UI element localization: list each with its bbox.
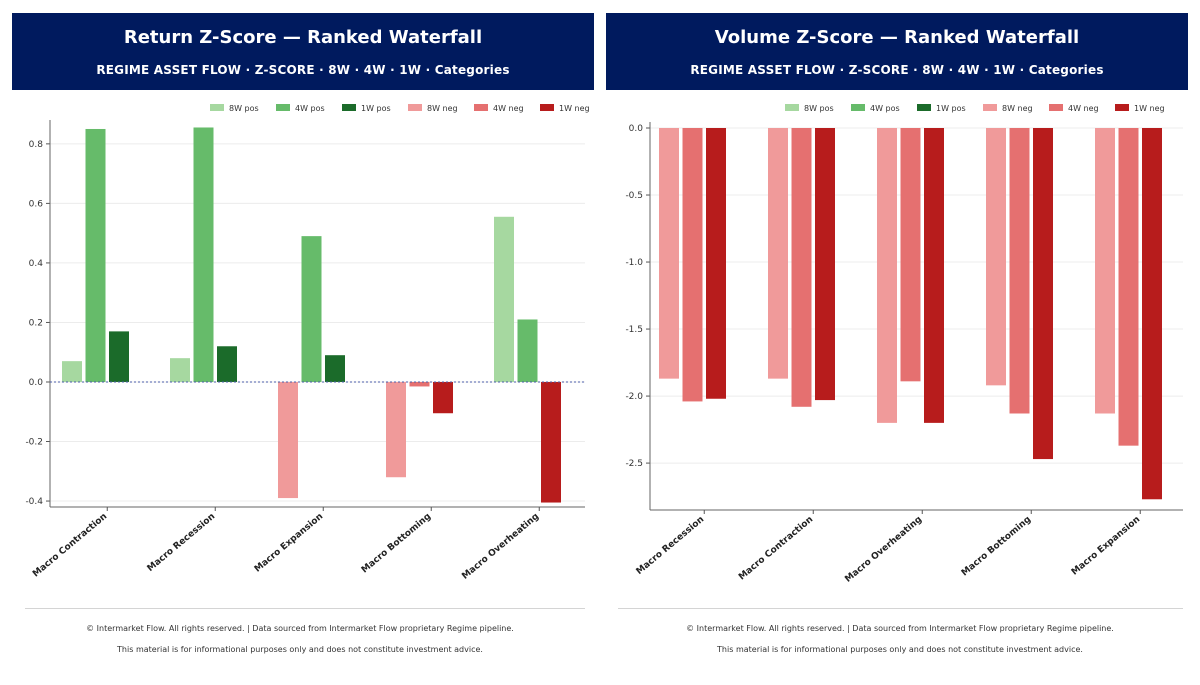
bar-8w-macro-expansion	[278, 381, 298, 499]
legend-label: 4W neg	[493, 104, 524, 113]
legend-label: 8W pos	[804, 104, 834, 113]
legend-label: 8W neg	[427, 104, 458, 113]
bar-4w-macro-contraction	[85, 128, 106, 382]
disclaimer-text: This material is for informational purpo…	[717, 645, 1083, 654]
y-tick-label: -0.4	[25, 497, 43, 507]
chart-subtitle: REGIME ASSET FLOW · Z-SCORE · 8W · 4W · …	[690, 63, 1104, 77]
y-tick-label: 0.0	[629, 124, 644, 134]
bar-4w-macro-recession	[193, 127, 214, 382]
legend-swatch	[210, 104, 224, 111]
volume-zscore-svg: 8W pos 4W pos 1W pos 8W neg 4W neg 1W neg 0.0 -…	[625, 104, 1183, 585]
legend-label: 1W neg	[559, 104, 590, 113]
x-tick-label: Macro Bottoming	[360, 512, 433, 576]
bar-1w-macro-expansion	[1142, 128, 1162, 500]
bar-4w-macro-overheating	[517, 319, 538, 382]
x-tick-label: Macro Contraction	[737, 515, 815, 583]
bar-4w-macro-expansion	[301, 236, 322, 382]
bar-4w-macro-bottoming	[409, 381, 430, 387]
y-tick-label: 0.2	[29, 318, 43, 328]
legend-label: 4W neg	[1068, 104, 1099, 113]
x-tick-label: Macro Overheating	[843, 515, 924, 585]
x-tick-label: Macro Expansion	[253, 512, 325, 575]
legend-label: 1W neg	[1134, 104, 1165, 113]
chart-header: Volume Z-Score — Ranked Waterfall REGIME…	[606, 13, 1188, 90]
bar-4w-macro-overheating	[900, 128, 921, 382]
bar-8w-macro-contraction	[768, 128, 788, 379]
legend-swatch	[276, 104, 290, 111]
legend-label: 1W pos	[361, 104, 391, 113]
bar-1w-macro-contraction	[815, 128, 835, 401]
legend-swatch	[851, 104, 865, 111]
legend-swatch	[408, 104, 422, 111]
copyright-text: © Intermarket Flow. All rights reserved.…	[686, 624, 1114, 633]
legend-label: 4W pos	[870, 104, 900, 113]
chart-title: Volume Z-Score — Ranked Waterfall	[714, 27, 1080, 48]
bar-1w-macro-bottoming	[1033, 128, 1053, 460]
bar-1w-macro-contraction	[109, 331, 129, 382]
y-tick-label: 0.8	[29, 140, 44, 150]
bar-4w-macro-bottoming	[1009, 128, 1030, 414]
legend-label: 8W neg	[1002, 104, 1033, 113]
bar-1w-macro-bottoming	[433, 381, 453, 414]
bar-4w-macro-expansion	[1118, 128, 1139, 446]
bar-4w-macro-recession	[682, 128, 703, 402]
bar-8w-macro-overheating	[877, 128, 897, 423]
bar-8w-macro-bottoming	[986, 128, 1006, 386]
bar-4w-macro-contraction	[791, 128, 812, 407]
y-tick-label: -0.2	[25, 438, 43, 448]
legend-label: 1W pos	[936, 104, 966, 113]
x-tick-label: Macro Expansion	[1070, 515, 1142, 578]
bar-1w-macro-expansion	[325, 355, 345, 382]
footer-divider	[25, 608, 585, 609]
x-tick-label: Macro Bottoming	[960, 515, 1033, 579]
y-tick-label: -1.5	[625, 325, 643, 335]
chart-subtitle: REGIME ASSET FLOW · Z-SCORE · 8W · 4W · …	[96, 63, 510, 77]
x-tick-label: Macro Recession	[635, 515, 707, 577]
legend-label: 4W pos	[295, 104, 325, 113]
y-tick-label: -1.0	[625, 258, 643, 268]
x-tick-label: Macro Overheating	[460, 512, 541, 582]
chart-legend: 8W pos 4W pos 1W pos 8W neg 4W neg 1W neg	[210, 104, 590, 113]
bar-8w-macro-contraction	[62, 361, 82, 382]
bar-1w-macro-overheating	[924, 128, 944, 423]
chart-legend: 8W pos 4W pos 1W pos 8W neg 4W neg 1W neg	[785, 104, 1165, 113]
y-tick-label: -2.0	[625, 392, 643, 402]
legend-swatch	[540, 104, 554, 111]
bar-8w-macro-recession	[659, 128, 679, 379]
disclaimer-text: This material is for informational purpo…	[117, 645, 483, 654]
bar-8w-macro-expansion	[1095, 128, 1115, 414]
bar-8w-macro-overheating	[494, 216, 514, 382]
y-tick-label: -2.5	[625, 459, 643, 469]
legend-label: 8W pos	[229, 104, 259, 113]
return-zscore-chart: 8W pos 4W pos 1W pos 8W neg 4W neg 1W neg -0.4…	[0, 90, 600, 610]
y-tick-label: -0.5	[625, 191, 643, 201]
volume-zscore-panel: Volume Z-Score — Ranked Waterfall REGIME…	[600, 0, 1200, 685]
bars	[62, 127, 561, 503]
copyright-text: © Intermarket Flow. All rights reserved.…	[86, 624, 514, 633]
legend-swatch	[1115, 104, 1129, 111]
x-tick-label: Macro Recession	[146, 512, 218, 574]
footer-divider	[618, 608, 1183, 609]
bar-1w-macro-recession	[217, 346, 237, 382]
bars	[659, 128, 1162, 500]
return-zscore-panel: Return Z-Score — Ranked Waterfall REGIME…	[0, 13, 600, 654]
chart-title: Return Z-Score — Ranked Waterfall	[123, 27, 483, 48]
legend-swatch	[917, 104, 931, 111]
x-tick-label: Macro Contraction	[31, 512, 109, 580]
legend-swatch	[1049, 104, 1063, 111]
bar-8w-macro-recession	[170, 358, 190, 382]
volume-zscore-chart: 8W pos 4W pos 1W pos 8W neg 4W neg 1W neg 0.0 -…	[600, 90, 1200, 610]
legend-swatch	[785, 104, 799, 111]
chart-header: Return Z-Score — Ranked Waterfall REGIME…	[12, 13, 594, 90]
y-tick-label: 0.4	[29, 259, 44, 269]
y-tick-label: 0.6	[29, 199, 44, 209]
legend-swatch	[474, 104, 488, 111]
y-tick-label: 0.0	[29, 378, 44, 388]
return-zscore-svg: 8W pos 4W pos 1W pos 8W neg 4W neg 1W neg -0.4…	[25, 104, 590, 582]
bar-1w-macro-overheating	[541, 381, 561, 503]
bar-1w-macro-recession	[706, 128, 726, 399]
legend-swatch	[983, 104, 997, 111]
legend-swatch	[342, 104, 356, 111]
bar-8w-macro-bottoming	[386, 381, 406, 478]
